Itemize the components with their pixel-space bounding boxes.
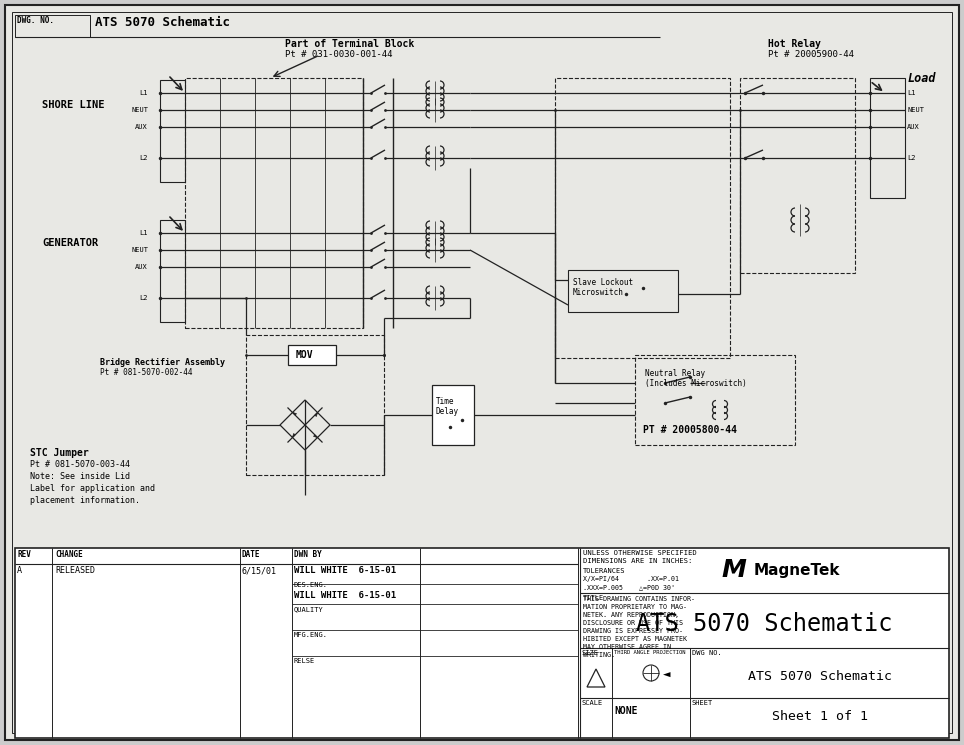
Text: M: M: [722, 558, 746, 582]
Text: UNLESS OTHERWISE SPECIFIED: UNLESS OTHERWISE SPECIFIED: [583, 550, 697, 556]
Polygon shape: [313, 435, 318, 438]
Text: Load: Load: [908, 72, 936, 85]
Text: SCALE: SCALE: [582, 700, 603, 706]
Text: PT # 20005800-44: PT # 20005800-44: [643, 425, 737, 435]
Text: DIMENSIONS ARE IN INCHES:: DIMENSIONS ARE IN INCHES:: [583, 558, 692, 564]
Text: RELEASED: RELEASED: [55, 566, 95, 575]
Text: SHORE LINE: SHORE LINE: [42, 100, 104, 110]
Bar: [288, 345, 336, 365]
Text: ATS 5070 Schematic: ATS 5070 Schematic: [95, 16, 230, 29]
Text: X/X=PI/64       .XX=P.01: X/X=PI/64 .XX=P.01: [583, 576, 679, 582]
Text: Time
Delay: Time Delay: [436, 397, 459, 416]
Text: ◄: ◄: [663, 668, 671, 682]
Text: MAY OTHERWISE AGREE IN: MAY OTHERWISE AGREE IN: [583, 644, 671, 650]
Bar: [246, 335, 384, 475]
Text: AUX: AUX: [907, 124, 920, 130]
Bar: [555, 78, 730, 358]
Text: NEUT: NEUT: [131, 247, 148, 253]
Text: CHANGE: CHANGE: [55, 550, 83, 559]
Text: NEUT: NEUT: [907, 107, 924, 113]
Bar: [15, 15, 90, 37]
Text: NETEK. ANY REPRODUCTION,: NETEK. ANY REPRODUCTION,: [583, 612, 679, 618]
Text: L2: L2: [140, 295, 148, 301]
Text: NONE: NONE: [614, 706, 637, 716]
Text: Slave Lockout
Microswitch: Slave Lockout Microswitch: [573, 278, 633, 297]
Text: QUALITY: QUALITY: [294, 606, 324, 612]
Text: Sheet 1 of 1: Sheet 1 of 1: [771, 709, 868, 723]
Text: AUX: AUX: [135, 264, 148, 270]
Bar: [870, 78, 905, 198]
Text: Bridge Rectifier Assembly: Bridge Rectifier Assembly: [100, 358, 225, 367]
Text: Pt # 20005900-44: Pt # 20005900-44: [768, 50, 854, 59]
Text: Neutral Relay
(Includes Microswitch): Neutral Relay (Includes Microswitch): [645, 369, 747, 388]
Text: Hot Relay: Hot Relay: [768, 39, 821, 49]
Text: L1: L1: [140, 90, 148, 96]
Text: Pt # 031-0030-001-44: Pt # 031-0030-001-44: [285, 50, 392, 59]
Text: MagneTek: MagneTek: [754, 562, 841, 577]
Text: DWG NO.: DWG NO.: [692, 650, 722, 656]
Text: L1: L1: [140, 230, 148, 236]
Text: THIRD ANGLE PROJECTION: THIRD ANGLE PROJECTION: [614, 650, 685, 655]
Text: DWG. NO.: DWG. NO.: [17, 16, 54, 25]
Text: HIBITED EXCEPT AS MAGNETEK: HIBITED EXCEPT AS MAGNETEK: [583, 636, 687, 642]
Text: 6/15/01: 6/15/01: [242, 566, 277, 575]
Text: DES.ENG.: DES.ENG.: [294, 582, 328, 588]
Bar: [15, 548, 949, 738]
Text: GENERATOR: GENERATOR: [42, 238, 98, 248]
Text: SIZE: SIZE: [582, 650, 599, 656]
Text: WILL WHITE  6-15-01: WILL WHITE 6-15-01: [294, 566, 396, 575]
Bar: [185, 78, 363, 328]
Bar: [635, 355, 795, 445]
Text: DATE: DATE: [242, 550, 260, 559]
Text: placement information.: placement information.: [30, 496, 140, 505]
Bar: [160, 80, 185, 182]
Text: THIS DRAWING CONTAINS INFOR-: THIS DRAWING CONTAINS INFOR-: [583, 596, 695, 602]
Text: ATS 5070 Schematic: ATS 5070 Schematic: [636, 612, 893, 636]
Text: Label for application and: Label for application and: [30, 484, 155, 493]
Text: MFG.ENG.: MFG.ENG.: [294, 632, 328, 638]
Text: DISCLOSURE OR USE OF THIS: DISCLOSURE OR USE OF THIS: [583, 620, 683, 626]
Text: NEUT: NEUT: [131, 107, 148, 113]
Bar: [740, 78, 855, 273]
Text: MOV: MOV: [296, 350, 313, 360]
Text: MATION PROPRIETARY TO MAG-: MATION PROPRIETARY TO MAG-: [583, 604, 687, 610]
Text: SHEET: SHEET: [692, 700, 713, 706]
Text: WILL WHITE  6-15-01: WILL WHITE 6-15-01: [294, 591, 396, 600]
Text: Pt # 081-5070-002-44: Pt # 081-5070-002-44: [100, 368, 193, 377]
Text: Part of Terminal Block: Part of Terminal Block: [285, 39, 415, 49]
Text: TITLE: TITLE: [583, 595, 604, 601]
Text: RELSE: RELSE: [294, 658, 315, 664]
Text: A: A: [17, 566, 22, 575]
Text: Note: See inside Lid: Note: See inside Lid: [30, 472, 130, 481]
Bar: [568, 270, 678, 312]
Text: ATS 5070 Schematic: ATS 5070 Schematic: [747, 670, 892, 682]
Bar: [160, 220, 185, 322]
Polygon shape: [292, 434, 295, 438]
Bar: [432, 385, 474, 445]
Text: REV: REV: [17, 550, 31, 559]
Text: L2: L2: [140, 155, 148, 161]
Text: L1: L1: [907, 90, 916, 96]
Text: L2: L2: [907, 155, 916, 161]
Polygon shape: [292, 412, 297, 415]
Text: .XXX=P.005    △=P0D 30': .XXX=P.005 △=P0D 30': [583, 584, 675, 590]
Text: STC Jumper: STC Jumper: [30, 448, 89, 458]
Text: WRITING.: WRITING.: [583, 652, 615, 658]
Text: Pt # 081-5070-003-44: Pt # 081-5070-003-44: [30, 460, 130, 469]
Text: DWN BY: DWN BY: [294, 550, 322, 559]
Text: TOLERANCES: TOLERANCES: [583, 568, 626, 574]
Text: DRAWING IS EXPRESSLY PRO-: DRAWING IS EXPRESSLY PRO-: [583, 628, 683, 634]
Text: AUX: AUX: [135, 124, 148, 130]
Polygon shape: [315, 412, 318, 416]
